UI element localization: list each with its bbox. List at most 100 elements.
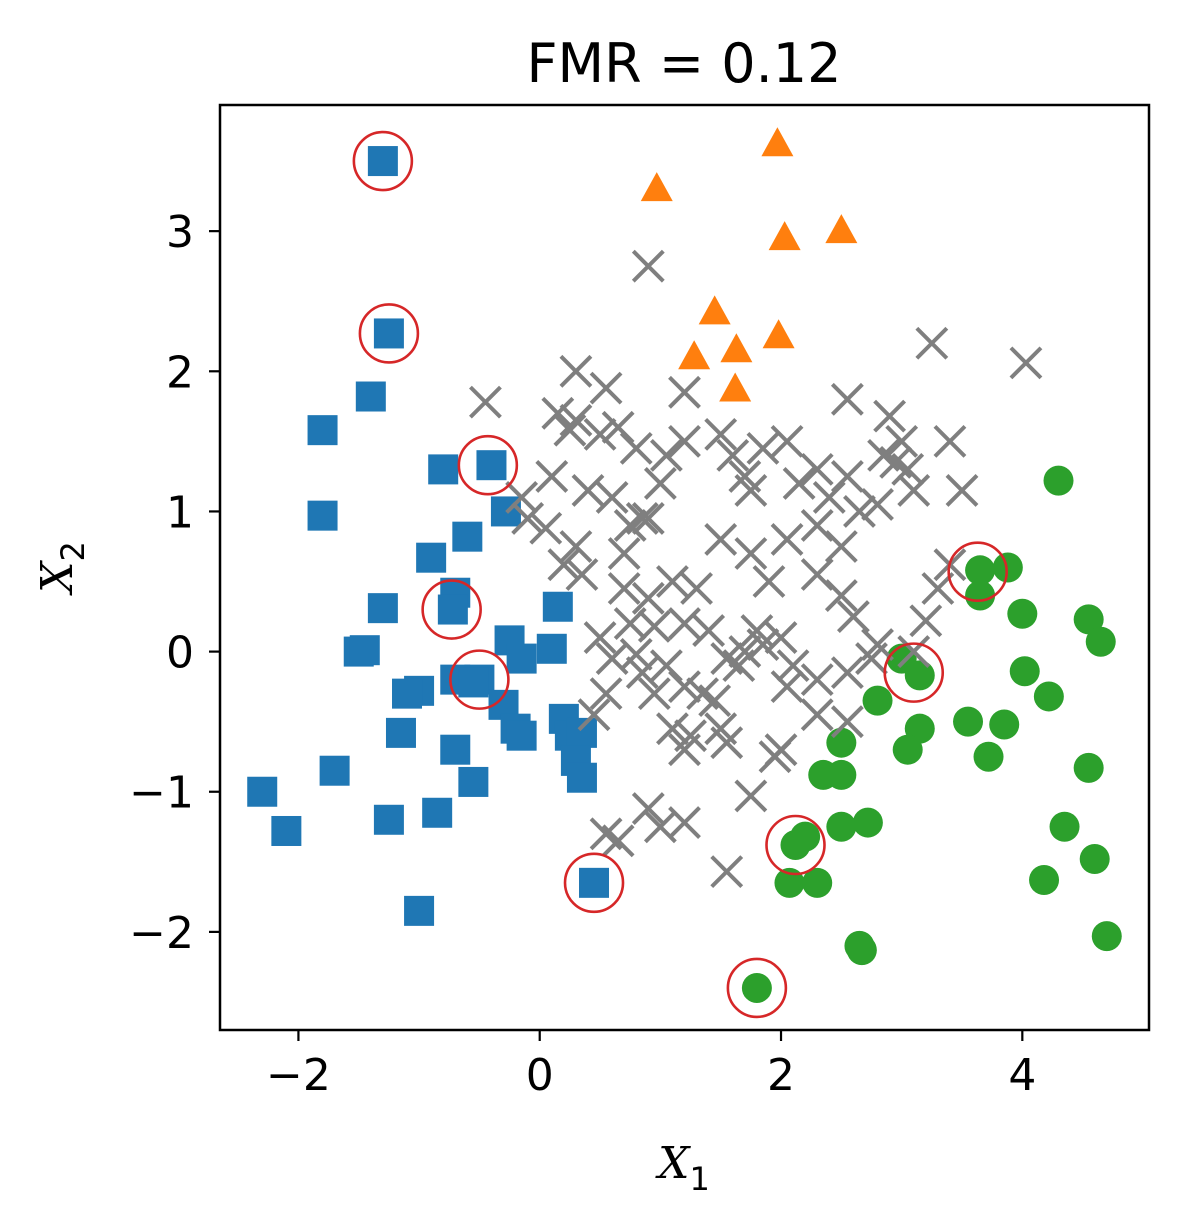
data-point-circle xyxy=(790,821,821,852)
data-point-x xyxy=(589,371,623,405)
data-point-x xyxy=(722,649,756,683)
data-point-x xyxy=(800,509,834,542)
data-point-x xyxy=(867,438,900,472)
data-point-x xyxy=(535,459,569,493)
data-point-circle xyxy=(741,972,772,1003)
data-point-x xyxy=(553,413,587,447)
data-point-x xyxy=(668,733,701,767)
data-point-square xyxy=(452,521,483,552)
data-point-square xyxy=(458,766,489,797)
data-point-x xyxy=(830,459,864,493)
data-point-square xyxy=(392,678,423,709)
y-tick-label: 0 xyxy=(166,628,194,679)
data-point-x xyxy=(559,403,593,437)
data-point-x xyxy=(897,474,931,507)
data-point-square xyxy=(437,594,468,625)
y-tick-label: 3 xyxy=(166,207,194,258)
y-tick-label: 1 xyxy=(166,487,194,538)
data-point-x xyxy=(855,642,888,676)
data-point-x xyxy=(782,466,816,500)
data-point-square xyxy=(542,591,573,622)
data-point-x xyxy=(746,431,780,465)
data-point-x xyxy=(631,502,665,535)
data-point-x xyxy=(631,792,665,825)
data-point-circle xyxy=(989,709,1020,740)
plot-area xyxy=(247,127,1122,1019)
data-point-x xyxy=(607,572,641,605)
y-tick-label: 2 xyxy=(166,347,194,398)
data-point-circle xyxy=(1085,626,1116,657)
data-point-x xyxy=(897,635,931,669)
highlight-ring xyxy=(421,579,482,640)
x-tick-label: −2 xyxy=(266,1050,331,1101)
data-point-triangle xyxy=(761,127,794,157)
data-point-square xyxy=(566,717,597,748)
data-point-circle xyxy=(1043,465,1074,496)
data-point-x xyxy=(945,474,979,507)
series-square xyxy=(247,146,610,926)
data-point-x xyxy=(505,481,539,514)
data-point-x xyxy=(656,712,689,746)
data-point-x xyxy=(909,604,943,638)
data-point-x xyxy=(776,649,810,683)
data-point-x xyxy=(830,382,864,416)
data-point-circle xyxy=(992,552,1023,583)
y-tick-label: −2 xyxy=(129,908,194,959)
data-point-x xyxy=(631,581,665,615)
data-point-x xyxy=(559,530,593,563)
series-x xyxy=(469,249,1043,889)
data-point-x xyxy=(710,855,744,889)
highlight-ring xyxy=(449,649,510,710)
data-point-x xyxy=(511,502,545,535)
data-point-circle xyxy=(973,741,1004,772)
data-point-x xyxy=(583,621,617,654)
highlight-ring xyxy=(947,541,1008,603)
data-point-circle xyxy=(802,867,833,898)
data-point-x xyxy=(921,572,955,605)
data-point-x xyxy=(752,565,786,598)
data-point-x xyxy=(716,438,750,472)
data-point-circle xyxy=(826,727,857,758)
data-point-x xyxy=(873,399,907,433)
data-point-x xyxy=(529,511,563,545)
data-point-square xyxy=(458,667,489,698)
data-point-x xyxy=(885,424,919,458)
data-point-circle xyxy=(1091,921,1122,952)
data-point-square xyxy=(373,804,404,835)
data-point-triangle xyxy=(720,333,753,363)
data-point-circle xyxy=(826,811,857,842)
highlight-ring xyxy=(883,642,945,703)
data-point-x xyxy=(565,558,599,591)
data-point-circle xyxy=(1073,752,1104,783)
data-point-square xyxy=(367,593,398,624)
data-point-x xyxy=(915,326,949,360)
data-point-x xyxy=(469,385,502,419)
data-point-x xyxy=(710,726,744,760)
data-point-triangle xyxy=(640,172,673,202)
data-point-square xyxy=(506,720,537,751)
data-point-x xyxy=(746,628,780,661)
data-point-x xyxy=(843,495,876,528)
data-point-square xyxy=(271,815,302,846)
data-point-x xyxy=(637,677,671,711)
data-point-square xyxy=(579,867,610,898)
data-point-square xyxy=(428,454,459,485)
data-point-x xyxy=(764,733,798,767)
data-point-square xyxy=(247,776,278,807)
data-point-x xyxy=(601,410,635,444)
data-point-x xyxy=(734,474,768,507)
data-point-square xyxy=(349,635,380,666)
data-point-x xyxy=(589,677,623,711)
x-axis-label: X1 xyxy=(655,1138,710,1198)
data-point-x xyxy=(571,474,605,507)
data-point-triangle xyxy=(762,319,795,349)
data-point-circle xyxy=(852,807,883,838)
data-point-x xyxy=(637,609,671,643)
chart-title: FMR = 0.12 xyxy=(527,32,842,95)
data-point-x xyxy=(770,670,804,704)
data-point-circle xyxy=(1029,865,1060,896)
x-axis-label-subscript: 1 xyxy=(689,1160,709,1198)
data-point-square xyxy=(319,755,350,786)
data-point-x xyxy=(668,424,701,458)
